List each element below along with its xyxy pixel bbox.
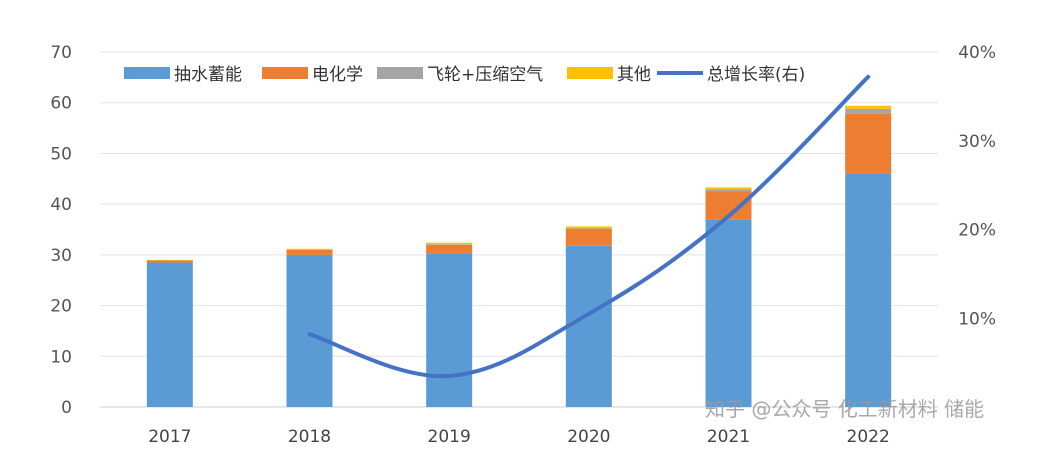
bar-segment (286, 254, 333, 407)
left-tick-label: 0 (61, 398, 72, 418)
left-tick-label: 30 (50, 246, 72, 266)
legend-label: 总增长率(右) (707, 65, 805, 85)
bar-segment (146, 259, 193, 261)
right-tick-label: 40% (958, 43, 996, 63)
bar-segment (286, 249, 333, 255)
bar-segment (845, 105, 892, 109)
legend-label: 抽水蓄能 (174, 65, 242, 85)
watermark-text: 知乎 @公众号 化工新材料 储能 (705, 397, 984, 421)
bar-segment (845, 113, 892, 174)
left-tick-label: 60 (50, 94, 72, 114)
bar-segment (705, 189, 752, 192)
growth-line-series (307, 74, 871, 379)
legend-label: 其他 (617, 65, 651, 85)
bar-segment (565, 245, 612, 407)
legend-swatch (377, 67, 423, 79)
bars (146, 105, 892, 407)
x-tick-label: 2019 (428, 427, 471, 447)
legend-swatch (567, 67, 613, 79)
watermark: 知乎 @公众号 化工新材料 储能 (705, 397, 984, 421)
gridlines (100, 51, 938, 408)
bar-segment (426, 253, 473, 407)
bar-segment (146, 262, 193, 407)
left-tick-label: 70 (50, 43, 72, 63)
left-tick-label: 20 (50, 297, 72, 317)
bar-segment (565, 226, 612, 229)
bar-segment (565, 228, 612, 246)
bar-segment (705, 187, 752, 190)
bar-segment (705, 219, 752, 407)
x-tick-label: 2021 (707, 427, 750, 447)
bar-segment (565, 228, 612, 229)
legend-swatch (124, 67, 170, 79)
bar-segment (845, 173, 892, 407)
legend-label: 电化学 (312, 65, 363, 85)
bar-segment (426, 242, 473, 245)
x-tick-label: 2017 (148, 427, 191, 447)
right-tick-label: 20% (958, 221, 996, 241)
bar-segment (845, 108, 892, 114)
right-tick-label: 10% (958, 309, 996, 329)
x-tick-label: 2020 (567, 427, 610, 447)
legend: 抽水蓄能 电化学 飞轮+压缩空气 其他 总增长率(右) (124, 65, 805, 85)
legend-label: 飞轮+压缩空气 (427, 65, 543, 85)
right-axis-ticks: 10% 20% 30% 40% (958, 43, 996, 329)
right-tick-label: 30% (958, 132, 996, 152)
bar-segment (426, 244, 473, 254)
x-tick-label: 2018 (288, 427, 331, 447)
bar-segment (426, 244, 473, 245)
left-axis-ticks: 0 10 20 30 40 50 60 70 (50, 43, 72, 418)
x-axis-ticks: 2017 2018 2019 2020 2021 2022 (148, 427, 890, 447)
growth-line (307, 74, 871, 379)
bar-segment (286, 248, 333, 250)
bar-segment (146, 260, 193, 263)
x-tick-label: 2022 (847, 427, 890, 447)
legend-swatch (262, 67, 308, 79)
left-tick-label: 40 (50, 195, 72, 215)
left-tick-label: 10 (50, 347, 72, 367)
left-tick-label: 50 (50, 144, 72, 164)
